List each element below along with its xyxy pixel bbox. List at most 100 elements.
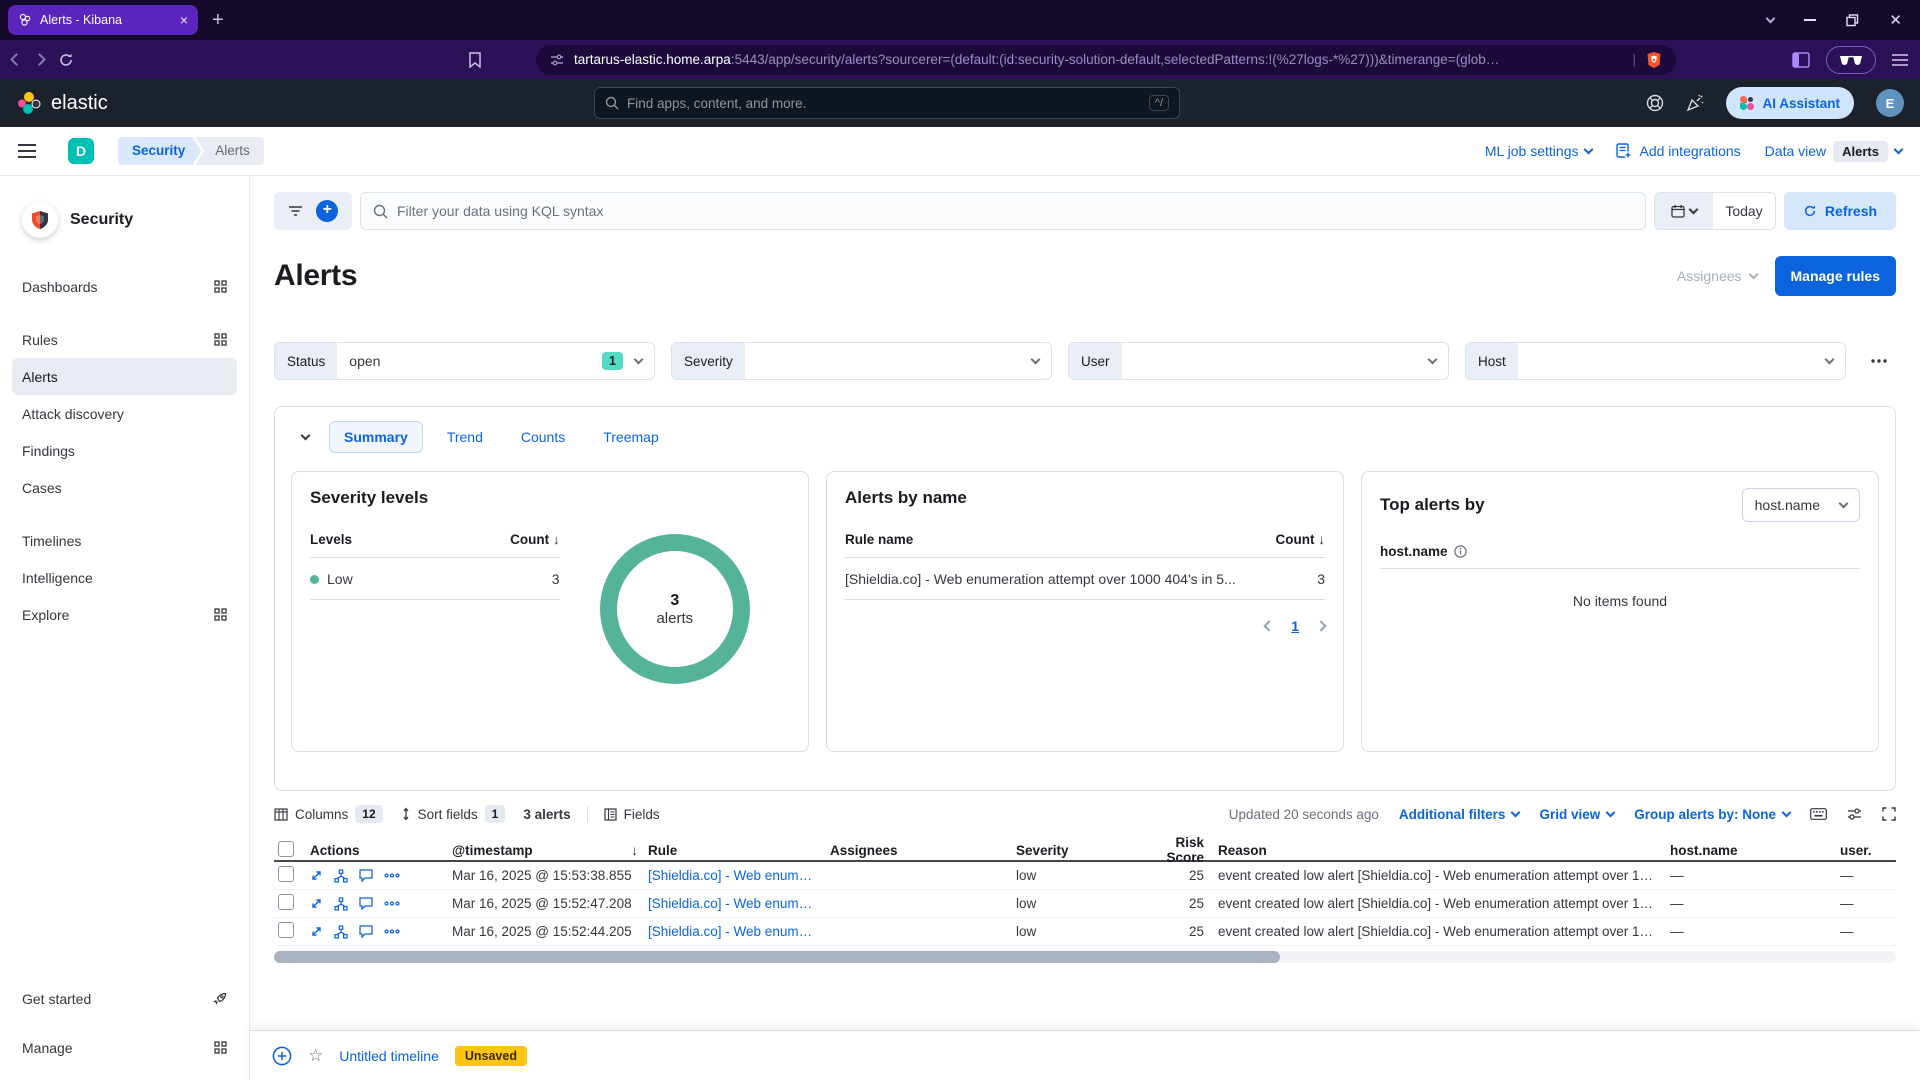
refresh-button[interactable]: Refresh	[1784, 192, 1896, 230]
more-actions-icon[interactable]	[384, 929, 400, 934]
tab-close-icon[interactable]: ×	[179, 12, 188, 28]
user-filter[interactable]: User	[1068, 342, 1449, 380]
sidebar-item-intelligence[interactable]: Intelligence	[12, 559, 237, 596]
sidebar-toggle-icon[interactable]	[1792, 51, 1810, 68]
browser-menu-icon[interactable]	[1892, 53, 1908, 66]
back-icon[interactable]	[10, 53, 23, 66]
grid-icon[interactable]	[214, 280, 227, 293]
bookmark-icon[interactable]	[468, 51, 482, 68]
comment-icon[interactable]	[359, 869, 373, 882]
additional-filters-button[interactable]: Additional filters	[1399, 807, 1521, 822]
url-bar[interactable]: tartarus-elastic.home.arpa:5443/app/secu…	[536, 44, 1676, 75]
tab-search-chevron-icon[interactable]	[1765, 13, 1776, 23]
tab-trend[interactable]: Trend	[446, 429, 483, 445]
window-restore-button[interactable]	[1846, 13, 1859, 27]
page-number[interactable]: 1	[1291, 618, 1299, 634]
kql-filter-input[interactable]	[397, 203, 1633, 219]
sidebar-item-findings[interactable]: Findings	[12, 432, 237, 469]
sidebar-item-dashboards[interactable]: Dashboards	[12, 268, 237, 305]
comment-icon[interactable]	[359, 925, 373, 938]
forward-icon[interactable]	[33, 53, 46, 66]
global-search-input[interactable]	[627, 95, 1141, 111]
brave-shields-icon[interactable]	[1646, 51, 1662, 69]
rule-link[interactable]: [Shieldia.co] - Web enumer...	[648, 924, 822, 939]
tab-summary[interactable]: Summary	[329, 421, 423, 453]
display-options-icon[interactable]	[1847, 807, 1862, 821]
global-search[interactable]: ^/	[594, 87, 1180, 119]
sidebar-item-rules[interactable]: Rules	[12, 321, 237, 358]
severity-filter[interactable]: Severity	[671, 342, 1052, 380]
columns-button[interactable]: Columns 12	[274, 805, 383, 823]
host-filter[interactable]: Host	[1465, 342, 1846, 380]
site-settings-icon[interactable]	[550, 53, 564, 67]
ml-job-settings-button[interactable]: ML job settings	[1485, 143, 1594, 159]
more-actions-icon[interactable]	[384, 873, 400, 878]
alert-row[interactable]: Mar 16, 2025 @ 15:52:47.208 [Shieldia.co…	[274, 890, 1896, 918]
add-filter-icon[interactable]: +	[316, 200, 339, 222]
row-checkbox[interactable]	[278, 922, 294, 938]
grid-icon[interactable]	[214, 1041, 227, 1054]
severity-donut-chart[interactable]: 3 alerts	[599, 534, 750, 684]
grid-icon[interactable]	[214, 608, 227, 621]
sidebar-item-manage[interactable]: Manage	[12, 1029, 237, 1066]
filter-menu-icon[interactable]	[288, 205, 303, 217]
date-picker-calendar-button[interactable]	[1655, 193, 1713, 229]
comment-icon[interactable]	[359, 897, 373, 910]
window-close-button[interactable]: ✕	[1889, 12, 1902, 29]
rule-link[interactable]: [Shieldia.co] - Web enumer...	[648, 868, 822, 883]
favorite-star-icon[interactable]: ☆	[308, 1045, 324, 1065]
manage-rules-button[interactable]: Manage rules	[1774, 256, 1896, 296]
tab-treemap[interactable]: Treemap	[603, 429, 659, 445]
column-assignees[interactable]: Assignees	[830, 842, 898, 858]
reload-icon[interactable]	[58, 52, 74, 68]
private-window-icon[interactable]	[1826, 45, 1876, 74]
column-host-name[interactable]: host.name	[1670, 842, 1738, 858]
column-severity[interactable]: Severity	[1016, 842, 1069, 858]
new-tab-button[interactable]: +	[212, 9, 224, 31]
view-details-icon[interactable]	[310, 869, 323, 882]
nav-menu-icon[interactable]	[18, 144, 36, 158]
analyzer-icon[interactable]	[334, 924, 348, 939]
sidebar-item-alerts[interactable]: Alerts	[12, 358, 237, 395]
column-levels[interactable]: Levels	[310, 532, 353, 547]
analyzer-icon[interactable]	[334, 868, 348, 883]
ai-assistant-button[interactable]: AI Assistant	[1726, 87, 1854, 119]
horizontal-scrollbar[interactable]	[274, 951, 1896, 963]
sidebar-item-attack-discovery[interactable]: Attack discovery	[12, 395, 237, 432]
window-minimize-button[interactable]	[1804, 19, 1817, 21]
data-view-picker[interactable]: Data view Alerts	[1765, 140, 1904, 162]
sidebar-item-cases[interactable]: Cases	[12, 469, 237, 506]
column-reason[interactable]: Reason	[1218, 842, 1267, 858]
fields-button[interactable]: Fields	[604, 807, 660, 822]
select-all-checkbox[interactable]	[278, 840, 294, 857]
space-badge[interactable]: D	[68, 138, 94, 164]
add-timeline-icon[interactable]	[272, 1046, 292, 1066]
column-rule-name[interactable]: Rule name	[845, 532, 914, 547]
grid-view-button[interactable]: Grid view	[1539, 807, 1616, 822]
breadcrumb-security[interactable]: Security	[118, 137, 201, 165]
status-filter[interactable]: Status open 1	[274, 342, 655, 380]
column-timestamp[interactable]: @timestamp ↓	[452, 843, 648, 858]
alert-row[interactable]: Mar 16, 2025 @ 15:53:38.855 [Shieldia.co…	[274, 862, 1896, 890]
column-risk-score[interactable]: Risk Score	[1166, 835, 1204, 865]
keyboard-shortcuts-icon[interactable]	[1810, 808, 1827, 820]
fullscreen-icon[interactable]	[1882, 807, 1896, 821]
row-checkbox[interactable]	[278, 866, 294, 882]
user-avatar[interactable]: E	[1876, 89, 1904, 117]
browser-tab[interactable]: Alerts - Kibana ×	[8, 5, 198, 35]
more-actions-icon[interactable]	[384, 901, 400, 906]
kql-search-box[interactable]	[360, 192, 1646, 230]
top-alerts-field-select[interactable]: host.name	[1741, 488, 1860, 522]
column-user[interactable]: user.	[1840, 842, 1872, 858]
column-host-name[interactable]: host.name	[1380, 544, 1448, 559]
alert-row[interactable]: Mar 16, 2025 @ 15:52:44.205 [Shieldia.co…	[274, 918, 1896, 946]
sort-fields-button[interactable]: Sort fields 1	[401, 805, 506, 823]
sidebar-item-get-started[interactable]: Get started	[12, 980, 237, 1017]
date-range-label[interactable]: Today	[1713, 193, 1775, 229]
column-count-sorted[interactable]: Count ↓	[1275, 532, 1326, 547]
row-checkbox[interactable]	[278, 894, 294, 910]
view-details-icon[interactable]	[310, 897, 323, 910]
timeline-bottom-bar[interactable]: ☆ Untitled timeline Unsaved	[250, 1030, 1920, 1080]
elastic-brand[interactable]: elastic	[16, 90, 108, 116]
sidebar-item-timelines[interactable]: Timelines	[12, 522, 237, 559]
